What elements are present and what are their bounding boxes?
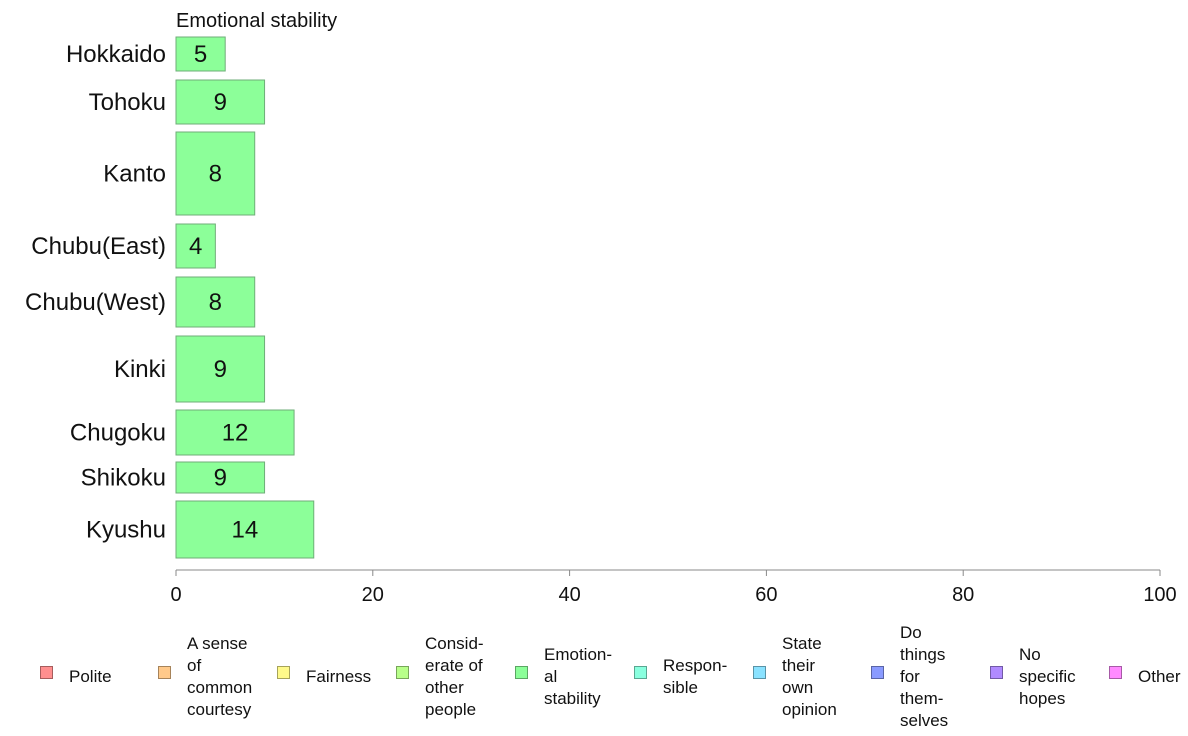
x-tick-label: 100 <box>1143 584 1176 606</box>
bar-chubu-east <box>175 223 216 269</box>
legend-label: Fairness <box>306 667 372 686</box>
category-label: Shikoku <box>81 465 166 492</box>
bar-hokkaido <box>175 36 226 72</box>
legend-swatch <box>1109 666 1122 679</box>
legend-swatch <box>515 666 528 679</box>
x-tick-label: 40 <box>558 584 580 606</box>
legend-swatch <box>990 666 1003 679</box>
legend-label: State their own opinion <box>782 634 837 719</box>
legend-label: No specific hopes <box>1019 645 1076 708</box>
legend-label: Respon- sible <box>663 656 728 697</box>
legend-label: Consid- erate of other people <box>425 634 484 719</box>
category-label: Hokkaido <box>66 41 166 68</box>
value-label: 9 <box>214 465 227 492</box>
value-label: 8 <box>209 161 222 188</box>
x-tick-label: 80 <box>952 584 974 606</box>
bar-chart: Emotional stability Hokkaido 5 Tohoku 9 Kant… <box>25 10 1177 606</box>
value-label: 14 <box>232 517 259 544</box>
legend-label: Polite <box>69 667 112 686</box>
category-label: Chubu(East) <box>31 233 166 260</box>
chart-title: Emotional stability <box>176 10 337 32</box>
bar-tohoku <box>175 79 266 125</box>
legend-label: A sense of common courtesy <box>187 634 253 719</box>
x-tick-label: 20 <box>362 584 384 606</box>
legend-label: Other <box>1138 667 1181 686</box>
category-label: Chugoku <box>70 420 166 447</box>
legend-swatch <box>871 666 884 679</box>
x-axis: 0 20 40 60 80 100 <box>170 569 1177 606</box>
category-label: Tohoku <box>89 89 166 116</box>
bar-kyushu <box>175 500 315 559</box>
value-label: 9 <box>214 356 227 383</box>
legend-label: Do things for them- selves <box>900 623 949 730</box>
value-label: 5 <box>194 41 207 68</box>
value-label: 9 <box>214 89 227 116</box>
value-label: 8 <box>209 289 222 316</box>
legend-swatch <box>158 666 171 679</box>
value-label: 12 <box>222 420 249 447</box>
x-tick-label: 60 <box>755 584 777 606</box>
bar-kanto <box>175 131 256 216</box>
legend-swatch <box>396 666 409 679</box>
legend-swatch <box>40 666 53 679</box>
bar-chugoku <box>175 409 295 456</box>
legend-swatch <box>753 666 766 679</box>
bars-group: Hokkaido 5 Tohoku 9 Kanto 8 Chubu(East) 4 Chubu(… <box>25 36 315 559</box>
category-label: Kanto <box>103 161 166 188</box>
legend-swatch <box>277 666 290 679</box>
legend: Polite A sense of common courtesy Fairness… <box>0 618 1188 736</box>
legend-label: Emotion- al stability <box>544 645 613 708</box>
category-label: Chubu(West) <box>25 289 166 316</box>
value-label: 4 <box>189 233 202 260</box>
bar-kinki <box>175 335 266 403</box>
x-tick-label: 0 <box>170 584 181 606</box>
category-label: Kinki <box>114 356 166 383</box>
legend-swatch <box>634 666 647 679</box>
category-label: Kyushu <box>86 517 166 544</box>
bar-chubu-west <box>175 276 256 328</box>
bar-shikoku <box>175 461 266 494</box>
